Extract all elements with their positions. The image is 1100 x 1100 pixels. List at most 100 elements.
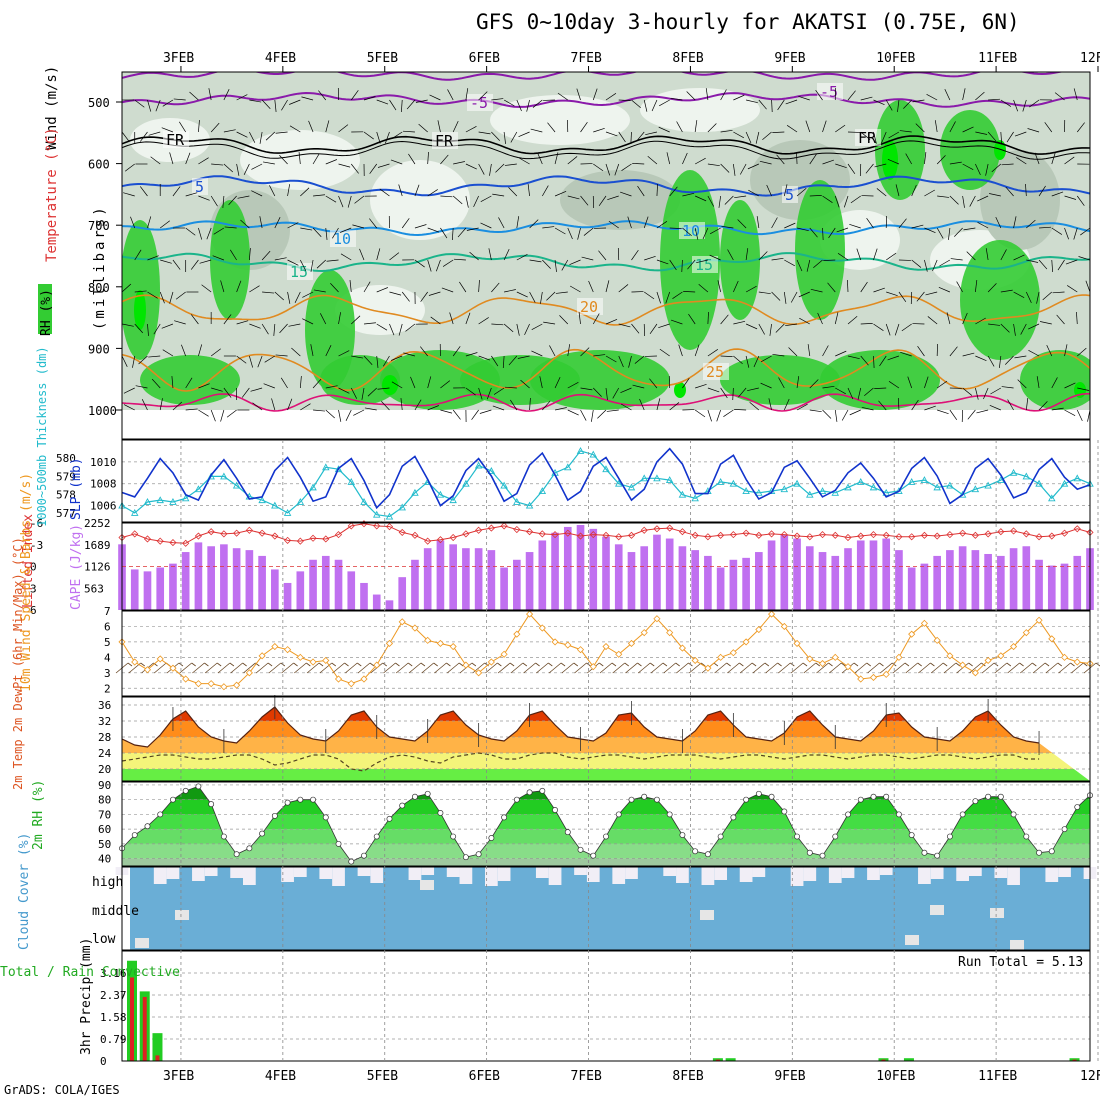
cloud-high-patch — [867, 867, 880, 880]
wind10-marker — [780, 622, 788, 631]
wind-barb — [363, 96, 376, 101]
lifted-index-marker — [780, 531, 788, 539]
wind-barb — [382, 355, 390, 367]
wind-barb — [249, 323, 261, 329]
wind-barb — [873, 355, 875, 369]
wind-barb — [488, 248, 492, 261]
wind-barb — [325, 159, 338, 165]
wind-barb — [932, 259, 938, 272]
wind-barb — [873, 323, 884, 332]
wind-barb — [153, 323, 161, 335]
wind-barb — [440, 409, 453, 414]
wind-barb — [122, 323, 134, 327]
slp-line — [121, 447, 1091, 510]
rh-moist-area — [960, 240, 1040, 360]
cloud-background — [130, 867, 1090, 950]
cape-bar — [143, 571, 152, 610]
wind10-barb — [446, 662, 460, 674]
wind-barb — [185, 152, 191, 165]
cloud-high-patch — [918, 867, 931, 884]
lifted-index-marker — [258, 529, 266, 537]
cape-bar — [474, 548, 483, 610]
rh-saturated-area — [674, 382, 686, 398]
wind-barb — [887, 158, 900, 165]
wind-barb — [280, 377, 288, 389]
wind10-marker — [1048, 635, 1056, 643]
wind10-barb — [930, 662, 944, 674]
thickness-marker — [1009, 468, 1018, 476]
thickness-marker — [882, 488, 890, 496]
wind-barb — [1064, 382, 1076, 389]
lifted-index-marker — [487, 524, 495, 532]
cape-bar — [258, 555, 266, 610]
wind-barb — [300, 403, 311, 411]
cape-bar — [831, 555, 840, 610]
wind-barb — [236, 320, 249, 325]
cloud-high-patch — [153, 867, 167, 884]
wind-barb — [944, 88, 951, 101]
wind-barb — [516, 216, 520, 229]
rh-legend-swatch — [38, 284, 52, 334]
wind-barb — [537, 152, 543, 165]
wind-barb — [672, 291, 683, 300]
cape-bar — [805, 546, 814, 610]
wind-barb — [249, 248, 251, 261]
wind-barb — [390, 355, 403, 361]
lifted-index-marker — [869, 531, 878, 539]
wind-barb — [236, 280, 242, 293]
rh2m-marker — [208, 801, 215, 808]
cloud-high-patch — [994, 867, 1008, 878]
wind10-barb — [918, 662, 931, 674]
wind-barb — [1014, 131, 1027, 137]
wind-barb — [531, 350, 543, 357]
wind-barb — [210, 195, 218, 207]
wind-barb — [440, 380, 451, 389]
thickness-marker — [564, 463, 572, 471]
contour-label: 20 — [580, 298, 598, 316]
lifted-index-marker — [475, 526, 483, 534]
slp-tick-label: 1006 — [90, 500, 117, 513]
wind-barb — [363, 355, 373, 366]
wind-barb — [520, 379, 530, 389]
wind-barb — [312, 227, 322, 238]
wind-barb — [649, 378, 658, 389]
cape-bar — [309, 559, 317, 610]
wind-barb — [320, 313, 327, 325]
wind-barb — [988, 98, 1001, 101]
wind-barb — [529, 259, 542, 263]
wind-barb — [147, 216, 152, 229]
wind10-barb-feather — [395, 662, 400, 667]
wind-barb — [223, 89, 230, 101]
rh2m-marker — [348, 858, 355, 865]
wind-barb — [1078, 256, 1090, 261]
wind-barb — [310, 344, 314, 357]
wind-barb — [618, 355, 624, 368]
lifted-index-line — [121, 523, 1091, 544]
wind-barb — [554, 190, 567, 197]
wind-barb — [302, 291, 314, 298]
wind-barb — [620, 403, 632, 411]
rh2m-marker — [717, 833, 724, 840]
wind-barb — [598, 250, 607, 261]
wind-barb — [554, 376, 561, 389]
wind-barb — [325, 227, 328, 240]
rh-tick-label: 90 — [98, 779, 111, 792]
wind10-marker — [882, 670, 890, 678]
wind10-barb — [395, 662, 409, 674]
wind-barb — [709, 227, 721, 235]
rh-moist-area — [122, 220, 160, 360]
wind-barb — [605, 355, 617, 363]
wind-barb — [549, 345, 556, 357]
wind10-barb — [421, 662, 434, 674]
precip-conv-bar — [881, 1059, 886, 1061]
rh2m-marker — [921, 849, 928, 856]
wind10-barb — [319, 662, 333, 674]
lifted-index-marker — [424, 537, 432, 545]
wind10-marker — [653, 615, 661, 623]
cape-bar — [742, 557, 750, 610]
thickness-marker — [729, 479, 738, 487]
wind-barb — [874, 387, 887, 389]
wind-barb — [989, 193, 1001, 197]
cloud-high-patch — [293, 867, 307, 877]
wind-barb — [332, 227, 339, 239]
